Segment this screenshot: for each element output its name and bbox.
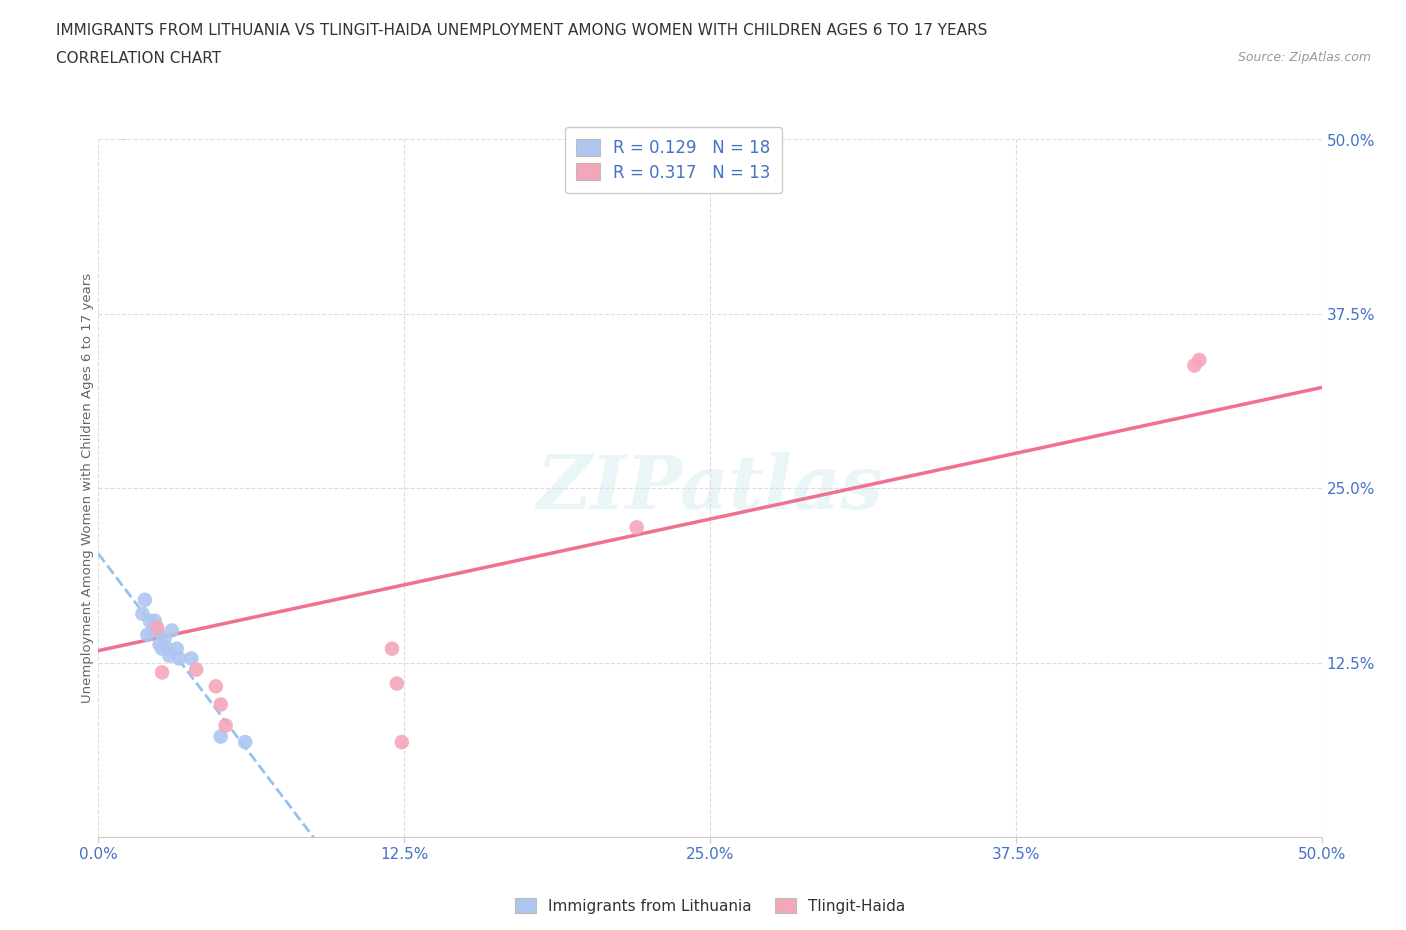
- Point: [209, 698, 232, 712]
- Point: [150, 665, 173, 680]
- Point: [111, 126, 134, 140]
- Y-axis label: Unemployment Among Women with Children Ages 6 to 17 years: Unemployment Among Women with Children A…: [80, 273, 94, 703]
- Point: [136, 628, 159, 643]
- Text: Source: ZipAtlas.com: Source: ZipAtlas.com: [1237, 51, 1371, 64]
- Point: [139, 614, 162, 629]
- Point: [180, 651, 202, 666]
- Point: [167, 651, 190, 666]
- Point: [146, 620, 169, 635]
- Point: [134, 592, 156, 607]
- Point: [146, 623, 169, 638]
- Point: [143, 614, 166, 629]
- Text: CORRELATION CHART: CORRELATION CHART: [56, 51, 221, 66]
- Point: [156, 642, 179, 657]
- Point: [1188, 352, 1211, 367]
- Point: [186, 662, 208, 677]
- Point: [205, 679, 228, 694]
- Point: [150, 642, 173, 657]
- Legend: Immigrants from Lithuania, Tlingit-Haida: Immigrants from Lithuania, Tlingit-Haida: [508, 890, 912, 922]
- Point: [131, 606, 153, 621]
- Text: ZIPatlas: ZIPatlas: [537, 452, 883, 525]
- Point: [1184, 358, 1206, 373]
- Point: [149, 637, 172, 652]
- Text: IMMIGRANTS FROM LITHUANIA VS TLINGIT-HAIDA UNEMPLOYMENT AMONG WOMEN WITH CHILDRE: IMMIGRANTS FROM LITHUANIA VS TLINGIT-HAI…: [56, 23, 987, 38]
- Point: [385, 676, 408, 691]
- Point: [153, 631, 176, 646]
- Point: [166, 642, 188, 657]
- Point: [209, 729, 232, 744]
- Point: [626, 520, 648, 535]
- Point: [141, 623, 163, 638]
- Point: [381, 642, 404, 657]
- Point: [160, 623, 183, 638]
- Point: [157, 648, 180, 663]
- Point: [233, 735, 256, 750]
- Point: [391, 735, 413, 750]
- Point: [214, 718, 236, 733]
